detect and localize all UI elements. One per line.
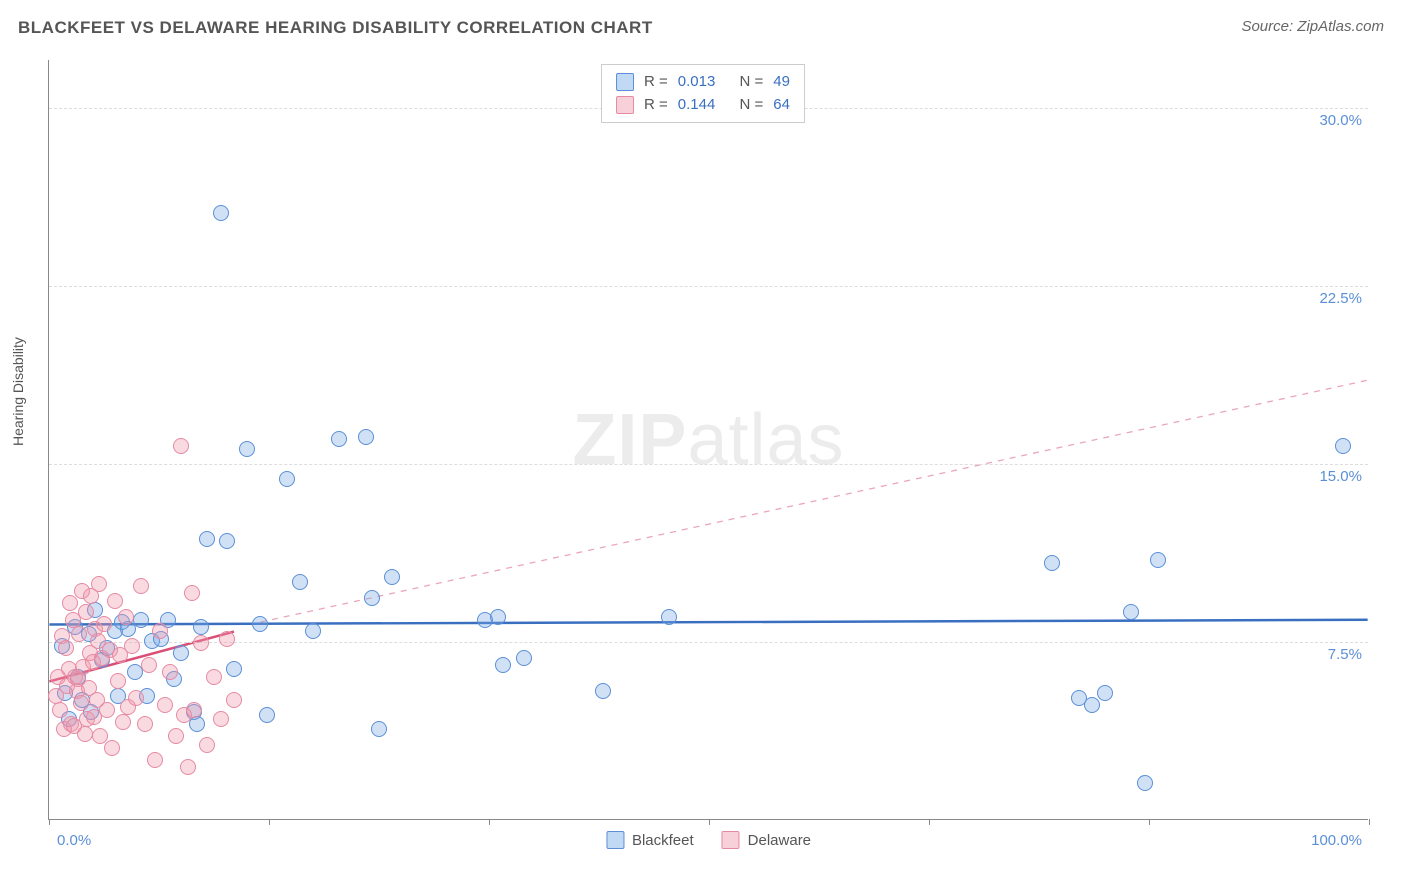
data-point xyxy=(141,657,157,673)
data-point xyxy=(107,593,123,609)
data-point xyxy=(180,759,196,775)
x-tick-mark xyxy=(489,819,490,825)
data-point xyxy=(358,429,374,445)
data-point xyxy=(186,702,202,718)
correlation-legend: R = 0.013 N = 49 R = 0.144 N = 64 xyxy=(601,64,805,123)
data-point xyxy=(110,673,126,689)
swatch-icon xyxy=(616,96,634,114)
data-point xyxy=(331,431,347,447)
data-point xyxy=(58,640,74,656)
data-point xyxy=(128,690,144,706)
data-point xyxy=(1150,552,1166,568)
bottom-legend: Blackfeet Delaware xyxy=(606,831,811,849)
data-point xyxy=(279,471,295,487)
swatch-blackfeet xyxy=(606,831,624,849)
legend-item-blackfeet: Blackfeet xyxy=(606,831,694,849)
x-tick-mark xyxy=(929,819,930,825)
data-point xyxy=(91,576,107,592)
data-point xyxy=(1137,775,1153,791)
data-point xyxy=(495,657,511,673)
data-point xyxy=(213,205,229,221)
watermark: ZIPatlas xyxy=(572,399,844,481)
data-point xyxy=(199,737,215,753)
data-point xyxy=(364,590,380,606)
data-point xyxy=(73,695,89,711)
legend-item-delaware: Delaware xyxy=(722,831,811,849)
data-point xyxy=(168,728,184,744)
y-tick-label: 7.5% xyxy=(1328,646,1362,663)
data-point xyxy=(206,669,222,685)
swatch-icon xyxy=(616,73,634,91)
data-point xyxy=(259,707,275,723)
data-point xyxy=(661,609,677,625)
data-point xyxy=(104,740,120,756)
data-point xyxy=(193,619,209,635)
x-tick-mark xyxy=(1369,819,1370,825)
data-point xyxy=(173,645,189,661)
data-point xyxy=(133,578,149,594)
gridline xyxy=(49,286,1368,287)
data-point xyxy=(516,650,532,666)
data-point xyxy=(490,609,506,625)
x-tick-mark xyxy=(709,819,710,825)
data-point xyxy=(189,716,205,732)
data-point xyxy=(371,721,387,737)
x-axis-min-label: 0.0% xyxy=(57,832,91,849)
x-axis-max-label: 100.0% xyxy=(1311,832,1362,849)
y-tick-label: 15.0% xyxy=(1319,468,1362,485)
data-point xyxy=(124,638,140,654)
scatter-plot: ZIPatlas 0.0% 100.0% Blackfeet Delaware … xyxy=(48,60,1368,820)
data-point xyxy=(137,716,153,732)
data-point xyxy=(226,692,242,708)
data-point xyxy=(1044,555,1060,571)
data-point xyxy=(252,616,268,632)
data-point xyxy=(62,595,78,611)
x-tick-mark xyxy=(269,819,270,825)
data-point xyxy=(213,711,229,727)
data-point xyxy=(226,661,242,677)
data-point xyxy=(292,574,308,590)
data-point xyxy=(127,664,143,680)
data-point xyxy=(305,623,321,639)
gridline xyxy=(49,642,1368,643)
data-point xyxy=(52,702,68,718)
swatch-delaware xyxy=(722,831,740,849)
data-point xyxy=(157,697,173,713)
chart-title: BLACKFEET VS DELAWARE HEARING DISABILITY… xyxy=(18,18,653,38)
data-point xyxy=(219,533,235,549)
gridline xyxy=(49,464,1368,465)
data-point xyxy=(595,683,611,699)
data-point xyxy=(162,664,178,680)
data-point xyxy=(77,726,93,742)
data-point xyxy=(96,616,112,632)
trend-lines xyxy=(49,60,1368,819)
data-point xyxy=(133,612,149,628)
y-tick-label: 22.5% xyxy=(1319,290,1362,307)
legend-row-blackfeet: R = 0.013 N = 49 xyxy=(616,71,790,94)
legend-row-delaware: R = 0.144 N = 64 xyxy=(616,94,790,117)
data-point xyxy=(239,441,255,457)
data-point xyxy=(71,626,87,642)
data-point xyxy=(384,569,400,585)
data-point xyxy=(147,752,163,768)
data-point xyxy=(219,631,235,647)
data-point xyxy=(193,635,209,651)
data-point xyxy=(118,609,134,625)
source-label: Source: ZipAtlas.com xyxy=(1241,18,1384,35)
x-tick-mark xyxy=(1149,819,1150,825)
data-point xyxy=(1123,604,1139,620)
data-point xyxy=(1084,697,1100,713)
x-tick-mark xyxy=(49,819,50,825)
data-point xyxy=(115,714,131,730)
data-point xyxy=(173,438,189,454)
data-point xyxy=(184,585,200,601)
data-point xyxy=(99,702,115,718)
y-tick-label: 30.0% xyxy=(1319,112,1362,129)
data-point xyxy=(152,623,168,639)
data-point xyxy=(1097,685,1113,701)
y-axis-label: Hearing Disability xyxy=(10,337,26,446)
data-point xyxy=(78,604,94,620)
data-point xyxy=(1335,438,1351,454)
data-point xyxy=(199,531,215,547)
